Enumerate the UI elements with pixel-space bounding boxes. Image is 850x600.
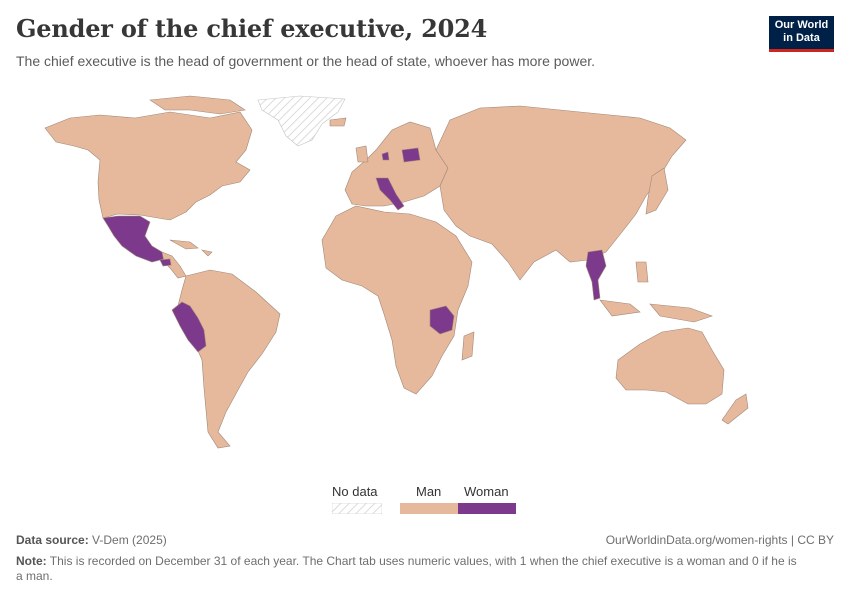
- region-italy[interactable]: [375, 177, 405, 211]
- note-text: This is recorded on December 31 of each …: [16, 554, 797, 583]
- legend-swatch-man[interactable]: [400, 503, 458, 514]
- map-legend: No data Man Woman: [330, 484, 530, 516]
- data-source-label: Data source:: [16, 533, 89, 547]
- region-caribbean[interactable]: [169, 239, 213, 257]
- data-source: Data source: V-Dem (2025): [16, 533, 167, 547]
- owid-logo[interactable]: Our World in Data: [769, 16, 834, 52]
- legend-label-woman: Woman: [464, 484, 509, 499]
- region-north-america[interactable]: [44, 111, 253, 221]
- region-thailand[interactable]: [585, 249, 607, 301]
- region-africa[interactable]: [321, 205, 473, 395]
- region-madagascar[interactable]: [461, 331, 475, 361]
- region-japan[interactable]: [645, 167, 669, 215]
- footnote: Note: This is recorded on December 31 of…: [16, 554, 806, 584]
- legend-label-man: Man: [416, 484, 442, 499]
- logo-line2: in Data: [783, 32, 820, 44]
- region-peru[interactable]: [171, 301, 207, 353]
- world-map[interactable]: [0, 90, 850, 460]
- region-southeast-islands[interactable]: [599, 261, 713, 323]
- region-new-zealand[interactable]: [721, 393, 749, 425]
- page-subtitle: The chief executive is the head of gover…: [16, 53, 596, 69]
- legend-swatch-no-data[interactable]: [332, 503, 382, 514]
- region-poland[interactable]: [401, 147, 421, 163]
- region-tanzania[interactable]: [429, 305, 455, 335]
- credit-link[interactable]: OurWorldinData.org/women-rights | CC BY: [605, 533, 834, 547]
- logo-line1: Our World: [774, 19, 829, 31]
- legend-swatch-woman[interactable]: [458, 503, 516, 514]
- page-title: Gender of the chief executive, 2024: [16, 14, 488, 43]
- region-mexico[interactable]: [102, 215, 169, 263]
- region-australia[interactable]: [615, 327, 725, 405]
- region-greenland[interactable]: [257, 95, 346, 147]
- data-source-link[interactable]: V-Dem (2025): [92, 533, 167, 547]
- region-uk-iceland[interactable]: [329, 117, 369, 163]
- region-honduras[interactable]: [159, 258, 172, 267]
- note-label: Note:: [16, 554, 47, 568]
- region-europe[interactable]: [344, 121, 449, 207]
- legend-label-no-data: No data: [332, 484, 378, 499]
- region-asia[interactable]: [435, 105, 687, 281]
- region-denmark[interactable]: [381, 151, 390, 161]
- region-arctic-islands[interactable]: [149, 95, 246, 115]
- region-south-america[interactable]: [177, 269, 281, 449]
